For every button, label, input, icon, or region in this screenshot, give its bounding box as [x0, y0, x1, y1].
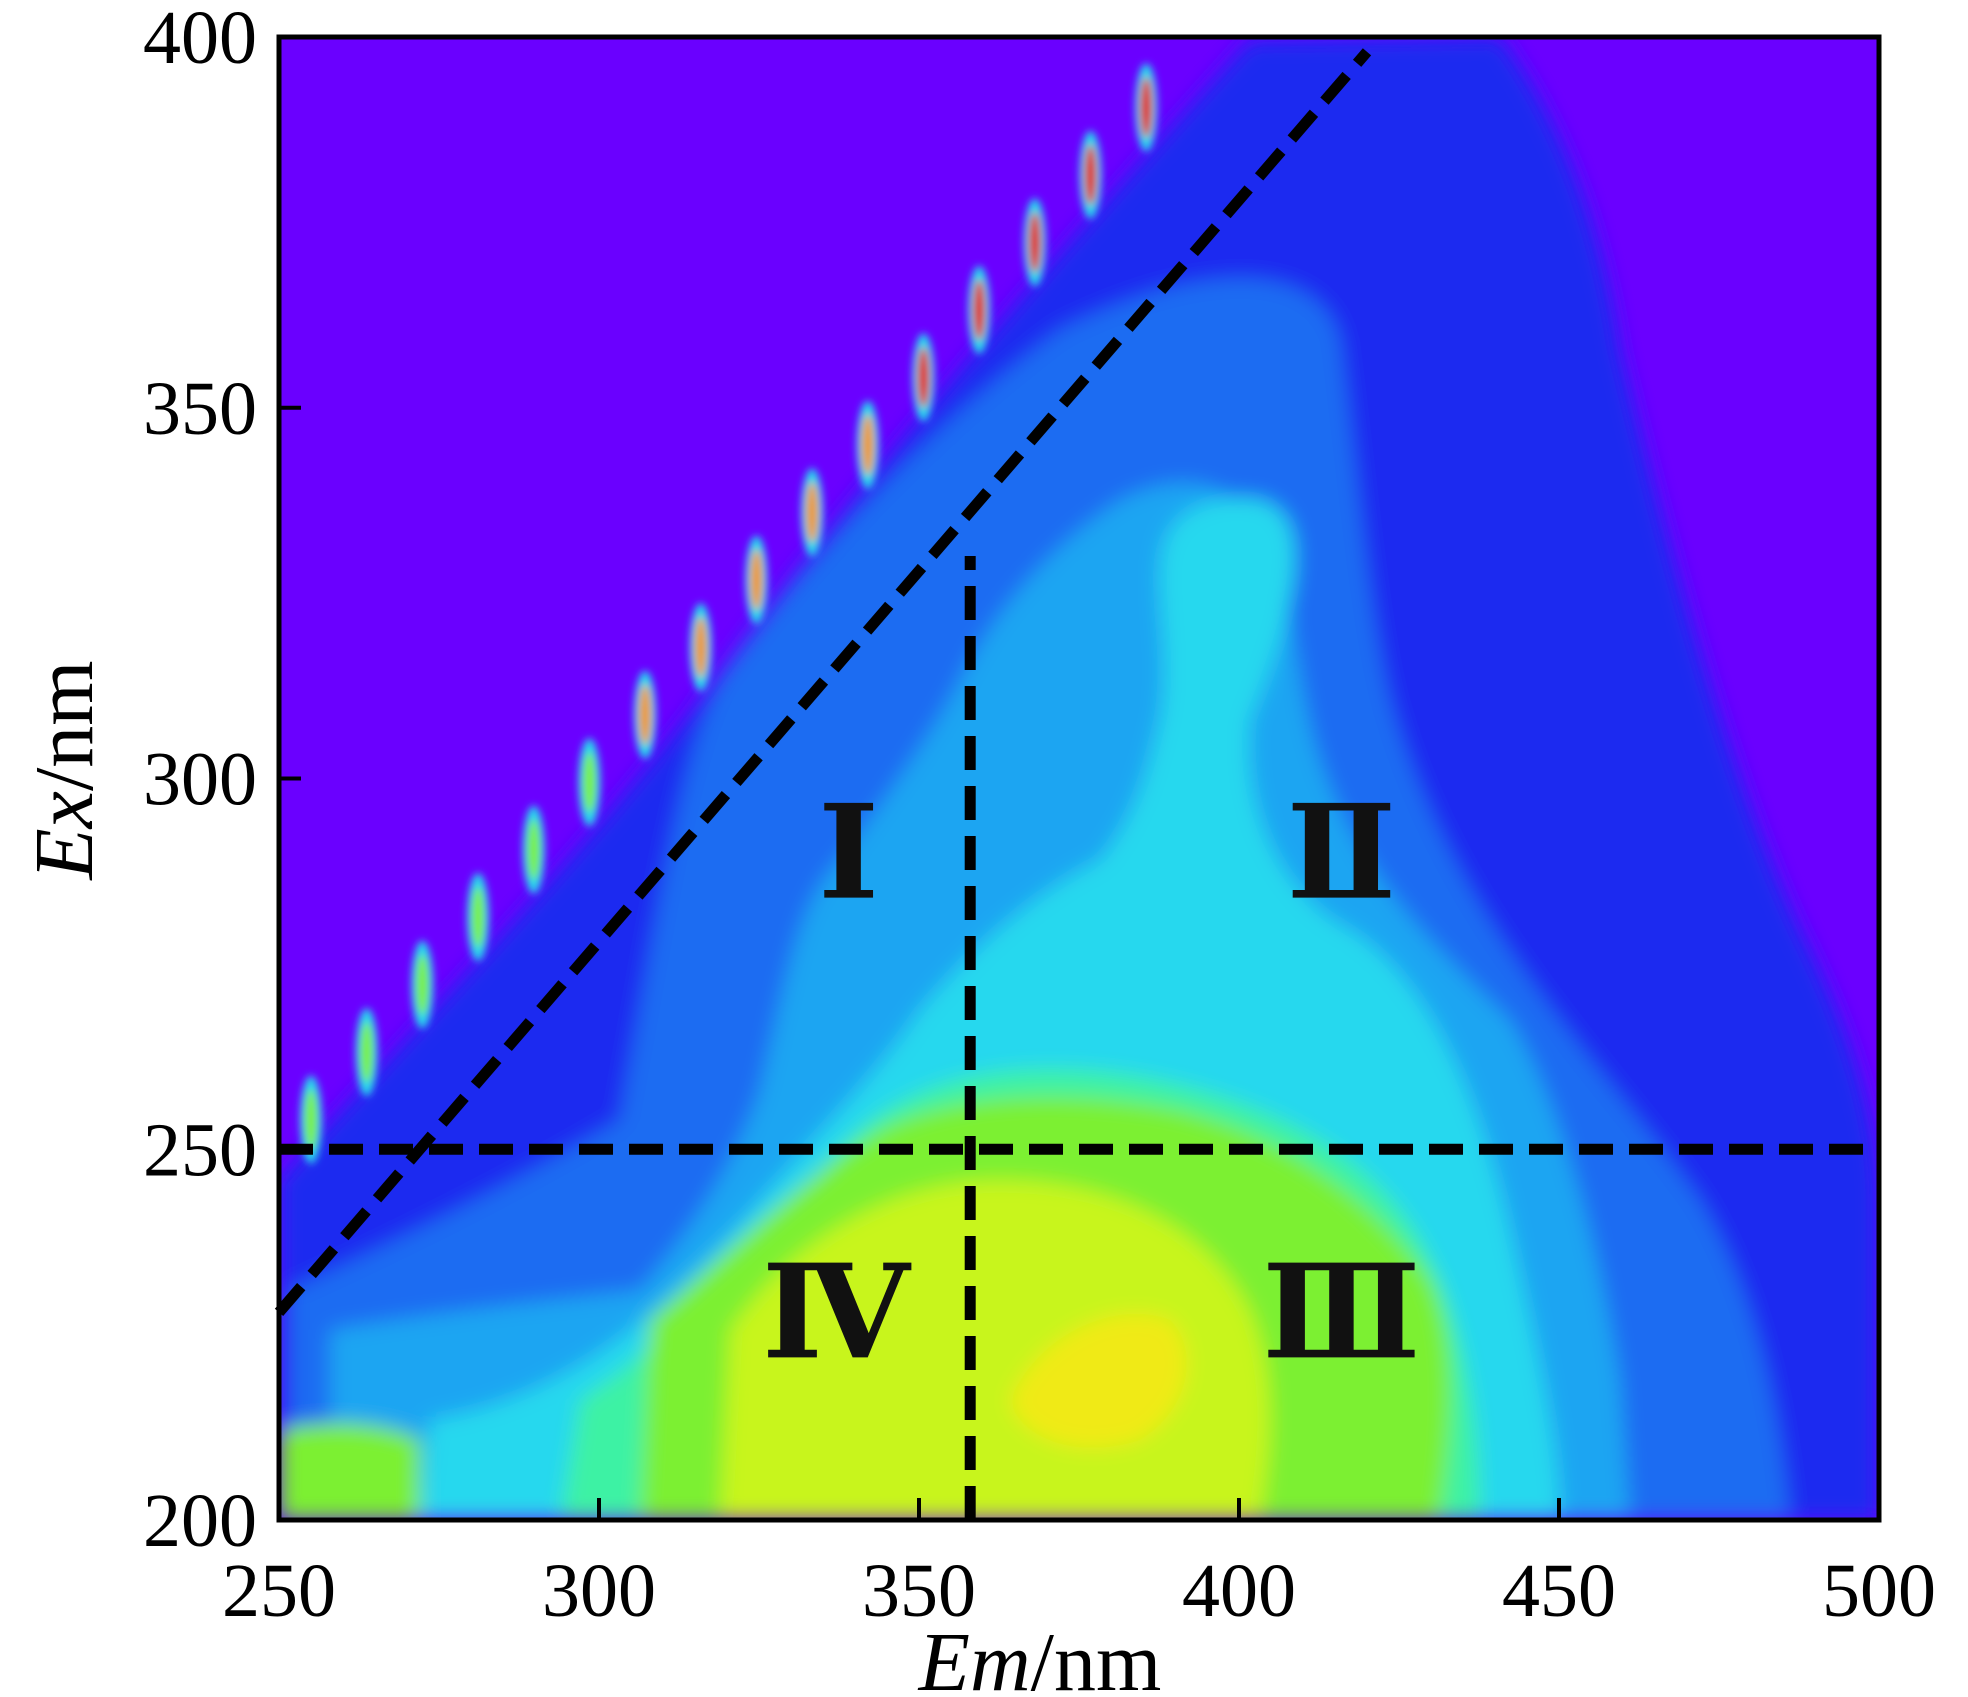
y-axis-title-var: Ex	[18, 791, 111, 881]
scatter-streak-core	[973, 279, 986, 340]
y-axis-ticks: 200 250 300 350 400	[143, 0, 301, 1563]
y-tick-label: 200	[143, 1479, 257, 1563]
x-axis-title-unit: /nm	[1031, 1616, 1162, 1697]
scatter-streak-core	[861, 414, 874, 475]
x-tick-label: 300	[542, 1549, 656, 1633]
x-axis-title-var: Em	[918, 1616, 1031, 1697]
scatter-streak-core	[472, 887, 485, 948]
rayleigh-scatter-streaks	[300, 63, 1158, 1164]
y-tick-label: 250	[143, 1108, 257, 1192]
diagonal-divider	[274, 48, 1372, 1316]
x-axis-title: Em/nm	[918, 1616, 1162, 1697]
x-tick-label: 350	[862, 1549, 976, 1633]
scatter-streak-core	[917, 347, 930, 408]
scatter-streak-core	[527, 819, 540, 880]
region-label: Ⅲ	[1262, 1242, 1420, 1386]
x-tick-label: 450	[1502, 1549, 1616, 1633]
scatter-streak-core	[360, 1022, 373, 1083]
region-label: Ⅱ	[1287, 783, 1397, 927]
region-label: Ⅰ	[818, 783, 879, 927]
scatter-streak-core	[1084, 144, 1097, 205]
contour-band-corner	[279, 1423, 420, 1520]
scatter-streak-core	[639, 684, 652, 745]
scatter-streak-core	[750, 549, 763, 610]
x-tick-label: 500	[1822, 1549, 1936, 1633]
x-tick-label: 250	[222, 1549, 336, 1633]
x-tick-label: 400	[1182, 1549, 1296, 1633]
y-tick-label: 300	[143, 738, 257, 822]
y-tick-label: 350	[143, 367, 257, 451]
scatter-streak-core	[583, 752, 596, 813]
y-tick-label: 400	[143, 0, 257, 80]
fluorescence-heatmap	[279, 37, 1879, 1520]
scatter-streak-core	[1140, 77, 1153, 138]
region-label: Ⅳ	[762, 1242, 912, 1386]
contour-band-8	[1010, 1313, 1187, 1448]
x-axis-ticks: 250 300 350 400 450 500	[222, 1498, 1936, 1633]
y-axis-title-unit: /nm	[18, 660, 111, 791]
scatter-streak-core	[694, 617, 707, 678]
region-boundaries	[274, 48, 1879, 1520]
region-labels: Ⅰ Ⅱ Ⅲ Ⅳ	[762, 783, 1421, 1387]
scatter-streak-core	[416, 954, 429, 1015]
scatter-streak-core	[806, 482, 819, 543]
scatter-streak-core	[1028, 212, 1041, 273]
scatter-streak-core	[305, 1089, 317, 1150]
y-axis-title: Ex/nm	[18, 660, 111, 880]
